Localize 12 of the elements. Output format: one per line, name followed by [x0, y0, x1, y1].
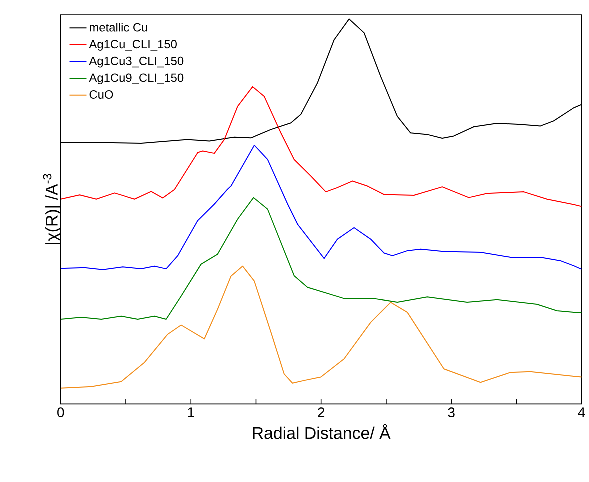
x-tick-label: 4: [578, 408, 586, 418]
x-tick-label: 2: [318, 408, 325, 418]
legend-label: Ag1Cu3_CLI_150: [89, 56, 184, 68]
legend-label: metallic Cu: [90, 23, 148, 32]
y-axis-title: |χ(R)| /A$^{-3}$: [43, 174, 62, 244]
legend-label: Ag1Cu_CLI_150: [89, 40, 177, 51]
x-tick-label: 3: [448, 408, 455, 418]
x-tick-label: 0: [58, 408, 64, 418]
x-tick-label: 1: [188, 408, 194, 418]
legend-label: CuO: [90, 90, 114, 99]
legend-label: Ag1Cu9_CLI_150: [89, 74, 184, 85]
x-axis-title: Radial Distance/ Å: [253, 424, 391, 440]
